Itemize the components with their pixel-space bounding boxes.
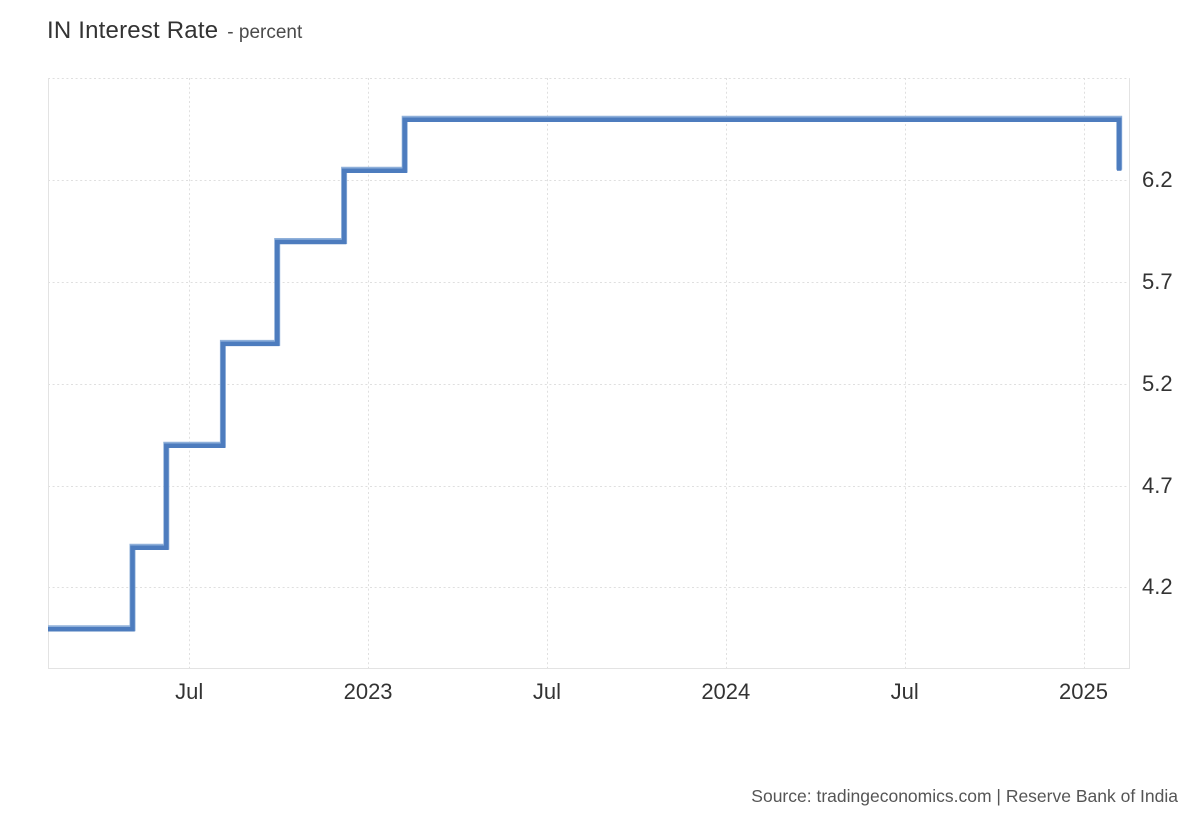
source-text: Source: tradingeconomics.com | Reserve B… bbox=[751, 786, 1178, 806]
y-tick-label: 4.2 bbox=[1142, 574, 1173, 600]
x-tick-label: 2023 bbox=[343, 679, 393, 704]
series-line-highlight bbox=[48, 115, 1123, 632]
chart-canvas[interactable] bbox=[48, 78, 1130, 669]
chart-title: IN Interest Rate bbox=[47, 17, 219, 44]
x-tick-label: Jul bbox=[532, 679, 561, 704]
chart-header: IN Interest Rate - percent bbox=[47, 17, 302, 45]
y-tick-label: 5.2 bbox=[1142, 370, 1173, 396]
y-tick-label: 4.7 bbox=[1142, 472, 1173, 498]
x-tick-label: 2025 bbox=[1059, 679, 1109, 704]
plot-area[interactable] bbox=[48, 78, 1130, 669]
y-tick-label: 5.7 bbox=[1142, 268, 1173, 294]
chart-subtitle: - percent bbox=[227, 22, 303, 43]
x-tick-label: 2024 bbox=[701, 679, 751, 704]
y-tick-label: 6.2 bbox=[1142, 166, 1173, 192]
series-line[interactable] bbox=[48, 117, 1122, 632]
x-tick-label: Jul bbox=[175, 679, 204, 704]
x-tick-label: Jul bbox=[890, 679, 919, 704]
